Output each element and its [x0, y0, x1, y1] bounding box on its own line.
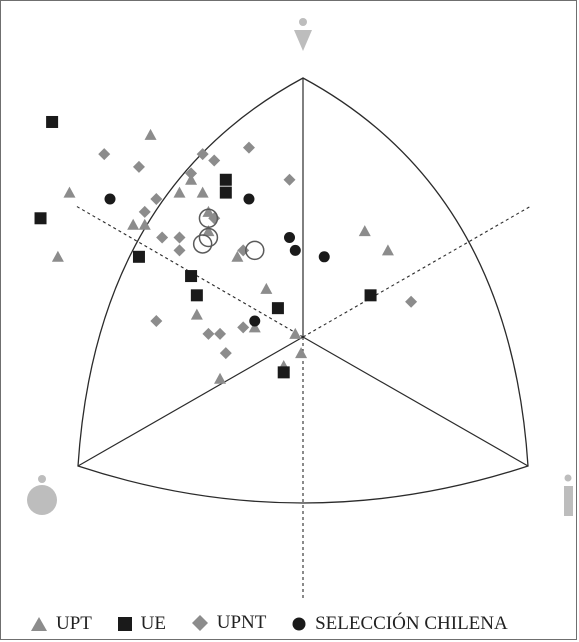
point-upt-2 — [51, 250, 64, 262]
point-upt-17 — [295, 347, 308, 359]
point-upnt-11 — [173, 244, 186, 257]
point-upt-3 — [127, 218, 140, 230]
legend-item-seleccion-chilena: SELECCIÓN CHILENA — [291, 613, 508, 635]
axis-ectomorph — [302, 336, 529, 467]
point-upt-7 — [196, 186, 209, 198]
point-upt-9 — [202, 225, 215, 237]
point-ue-2 — [132, 250, 145, 263]
point-upnt-17 — [237, 321, 250, 334]
point-upt-1 — [63, 186, 76, 198]
point-upnt-14 — [150, 315, 163, 327]
point-seleccion-chilena-3 — [289, 244, 301, 256]
legend-circle-icon — [292, 617, 306, 631]
legend-label-seleccion-chilena: SELECCIÓN CHILENA — [315, 613, 508, 634]
point-upt-8 — [202, 205, 215, 217]
point-ue-8 — [277, 366, 290, 379]
legend-square-icon — [117, 617, 132, 631]
point-upt-19 — [381, 244, 394, 256]
ectomorph-figure-icon — [564, 474, 573, 516]
legend: UPT UE UPNT SELECCIÓN CHILENA — [30, 612, 508, 638]
point-upt-18 — [358, 225, 371, 237]
legend-label-ue: UE — [140, 613, 166, 634]
axis-endomorph — [77, 336, 304, 467]
point-upnt-3 — [196, 148, 209, 161]
legend-item-upnt: UPNT — [191, 612, 267, 634]
point-upt-11 — [260, 282, 273, 294]
point-seleccion-chilena-0 — [104, 193, 116, 205]
point-ue-5 — [219, 173, 232, 186]
point-seleccion-chilena-4 — [318, 251, 330, 263]
point-ue-0 — [46, 115, 59, 128]
point-upnt-7 — [150, 193, 163, 206]
dashed-axis-right — [302, 205, 532, 338]
point-ue-9 — [364, 289, 377, 302]
point-ue-6 — [219, 186, 232, 199]
legend-triangle-icon — [31, 617, 47, 631]
legend-item-ue: UE — [117, 613, 166, 635]
point-upt-14 — [289, 327, 302, 339]
endomorph-figure-icon — [27, 475, 57, 515]
point-upnt-18 — [219, 347, 232, 360]
point-open-circle-1 — [198, 227, 219, 248]
legend-label-upnt: UPNT — [216, 612, 267, 633]
legend-item-upt: UPT — [30, 613, 92, 635]
point-upnt-6 — [283, 173, 296, 186]
point-upt-4 — [138, 218, 151, 230]
legend-label-upt: UPT — [56, 613, 92, 634]
point-upnt-9 — [156, 231, 169, 244]
point-upt-13 — [248, 321, 261, 333]
point-upt-12 — [190, 308, 203, 320]
point-upt-15 — [214, 372, 227, 384]
point-seleccion-chilena-1 — [243, 193, 255, 205]
data-points — [34, 115, 418, 384]
point-ue-3 — [185, 270, 198, 283]
point-upnt-10 — [173, 231, 186, 244]
point-seleccion-chilena-2 — [284, 232, 295, 244]
point-open-circle-2 — [192, 234, 213, 254]
point-upnt-4 — [208, 154, 221, 167]
legend-diamond-icon — [191, 615, 208, 631]
point-upnt-5 — [242, 141, 255, 154]
point-upnt-0 — [98, 148, 111, 161]
point-open-circle-3 — [245, 240, 265, 261]
point-upt-0 — [144, 128, 157, 140]
point-upnt-2 — [185, 167, 198, 180]
point-ue-1 — [34, 212, 47, 225]
point-upt-10 — [231, 250, 244, 262]
point-open-circle-0 — [198, 208, 219, 229]
point-seleccion-chilena-5 — [249, 315, 261, 327]
point-upnt-15 — [202, 327, 215, 340]
point-upt-5 — [173, 186, 186, 198]
point-upnt-8 — [138, 205, 151, 218]
dashed-axis-left — [75, 205, 304, 338]
point-upnt-1 — [132, 160, 145, 173]
point-ue-7 — [271, 302, 284, 315]
mesomorph-figure-icon — [294, 18, 312, 51]
point-upnt-19 — [405, 295, 418, 308]
point-ue-4 — [190, 289, 203, 302]
point-upnt-16 — [214, 327, 227, 340]
